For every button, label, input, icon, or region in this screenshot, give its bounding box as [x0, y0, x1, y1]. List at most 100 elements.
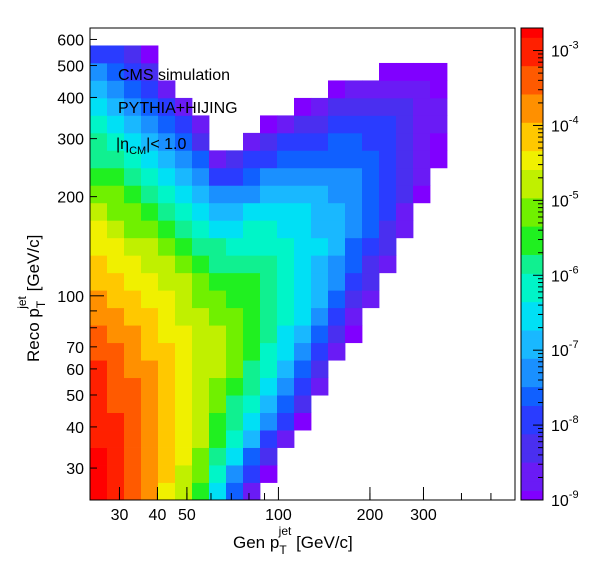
heatmap-cell [90, 290, 108, 309]
heatmap-cell [141, 220, 159, 239]
heatmap-cell [362, 290, 380, 309]
heatmap-cell [294, 342, 312, 361]
heatmap-cell [226, 255, 244, 274]
x-tick-label: 200 [357, 507, 384, 524]
heatmap-cell [243, 482, 261, 501]
color-scale-band [521, 65, 543, 76]
heatmap-cell [379, 185, 397, 204]
heatmap-cell [226, 482, 244, 501]
color-scale-band [521, 103, 543, 114]
color-scale-band [521, 320, 543, 331]
heatmap-cell [362, 167, 380, 186]
heatmap-cell [209, 167, 227, 186]
heatmap-cell [328, 272, 346, 291]
heatmap-cell [277, 430, 295, 448]
heatmap-cell [107, 447, 125, 466]
heatmap-cell [158, 360, 176, 379]
heatmap-cell [396, 132, 414, 151]
annotation-eta-post: |< 1.0 [146, 136, 186, 153]
heatmap-cell [141, 97, 159, 116]
heatmap-cell [260, 290, 278, 309]
heatmap-cell [226, 395, 244, 413]
annotation-eta: |ηCM|< 1.0 [116, 136, 186, 157]
heatmap-cell [141, 115, 159, 134]
heatmap-cell [243, 447, 261, 466]
heatmap-cell [175, 237, 193, 256]
color-scale-band [521, 396, 543, 406]
heatmap-cell [260, 395, 278, 413]
heatmap-cell [328, 167, 346, 186]
color-scale-band [521, 377, 543, 388]
heatmap-cell [209, 325, 227, 344]
y-tick-label: 300 [57, 132, 84, 149]
color-scale-band [521, 264, 543, 274]
heatmap-cell [243, 237, 261, 256]
heatmap-cell [294, 167, 312, 186]
heatmap-cell [209, 447, 227, 466]
heatmap-cell [243, 465, 261, 483]
heatmap-cell [124, 342, 142, 361]
annotation-cms: CMS simulation [118, 67, 230, 84]
heatmap-cell [90, 80, 108, 99]
heatmap-cell [209, 290, 227, 309]
heatmap-cell [124, 447, 142, 466]
heatmap-cell [175, 132, 193, 151]
heatmap-cell [260, 132, 278, 151]
heatmap-cell [294, 272, 312, 291]
y-axis-label-unit: [GeV/c] [24, 235, 43, 296]
heatmap-cell [379, 150, 397, 169]
heatmap-cell [175, 255, 193, 274]
color-scale-band [521, 273, 543, 284]
heatmap-cell [379, 237, 397, 256]
heatmap-cell [345, 80, 363, 99]
heatmap-cell [328, 290, 346, 309]
x-axis-label-main: Gen p [233, 533, 279, 552]
heatmap-cell [158, 482, 176, 501]
heatmap-cell [209, 202, 227, 221]
heatmap-cell [141, 307, 159, 326]
heatmap-cell [396, 115, 414, 134]
heatmap-cell [328, 132, 346, 151]
color-scale-band [521, 254, 543, 265]
color-scale-band [521, 216, 543, 227]
heatmap-cell [107, 360, 125, 379]
heatmap-cell [311, 237, 329, 256]
heatmap-cell [175, 307, 193, 326]
heatmap-cell [277, 167, 295, 186]
heatmap-cell [90, 377, 108, 396]
heatmap-cell [277, 342, 295, 361]
heatmap-cell [345, 255, 363, 274]
heatmap-cell [311, 290, 329, 309]
heatmap-cell [328, 97, 346, 116]
heatmap-cell [226, 185, 244, 204]
x-axis-label-unit: [GeV/c] [291, 533, 352, 552]
color-scale-label: 10-8 [551, 414, 579, 435]
heatmap-cell [294, 202, 312, 221]
heatmap-cell [294, 255, 312, 274]
heatmap-cell [311, 307, 329, 326]
heatmap-cell [124, 167, 142, 186]
heatmap-cell [175, 482, 193, 501]
heatmap-cell [90, 132, 108, 151]
heatmap-cell [226, 325, 244, 344]
heatmap-cell [226, 412, 244, 431]
heatmap-cell [311, 97, 329, 116]
heatmap-cell [158, 465, 176, 483]
color-scale-band [521, 358, 543, 369]
y-tick-label: 200 [57, 190, 84, 207]
color-scale-band [521, 197, 543, 208]
heatmap-cell [396, 202, 414, 221]
heatmap-cell [328, 237, 346, 256]
heatmap-cell [226, 465, 244, 483]
heatmap-cell [90, 202, 108, 221]
heatmap-cell [158, 237, 176, 256]
heatmap-cell [158, 167, 176, 186]
color-scale-band [521, 490, 543, 501]
heatmap-cell [124, 307, 142, 326]
heatmap-cell [124, 220, 142, 239]
heatmap-cell [243, 220, 261, 239]
heatmap-cell [192, 202, 210, 221]
heatmap-cell [158, 150, 176, 169]
heatmap-cell [90, 482, 108, 501]
x-tick-label: 30 [111, 507, 129, 524]
